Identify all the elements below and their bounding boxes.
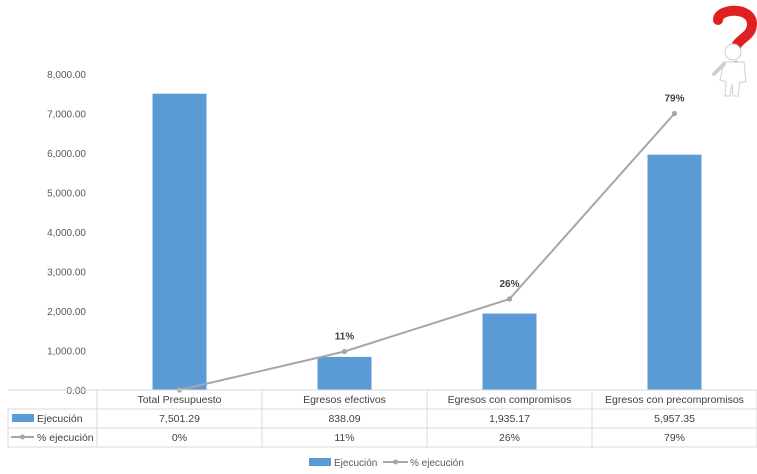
row-header: Ejecución xyxy=(37,413,83,425)
y-tick-label: 8,000.00 xyxy=(47,70,86,81)
legend-key-bar xyxy=(309,458,331,466)
table-cell: 838.09 xyxy=(328,413,360,425)
category-label: Total Presupuesto xyxy=(137,394,221,406)
row-header: % ejecución xyxy=(37,432,94,444)
line-point xyxy=(672,111,677,116)
y-tick-label: 5,000.00 xyxy=(47,189,86,200)
data-table: Total Presupuesto Egresos efectivos Egreso… xyxy=(8,390,757,447)
table-cell: 11% xyxy=(334,432,354,444)
bar xyxy=(318,357,372,390)
y-axis: 0.00 1,000.00 2,000.00 3,000.00 4,000.00 5,00… xyxy=(47,70,86,397)
legend-key-bar xyxy=(12,414,34,422)
y-tick-label: 0.00 xyxy=(67,386,87,397)
table-cell: 5,957.35 xyxy=(654,413,695,425)
y-tick-label: 3,000.00 xyxy=(47,268,86,279)
table-cell: 79% xyxy=(664,432,685,444)
table-cell: 1,935.17 xyxy=(489,413,530,425)
question-mark-figure-icon xyxy=(714,11,752,96)
legend: Ejecución % ejecución xyxy=(309,458,464,469)
y-tick-label: 1,000.00 xyxy=(47,347,86,358)
table-cell: 7,501.29 xyxy=(159,413,200,425)
legend-key-marker xyxy=(20,435,25,440)
line-series: 11% 26% 79% xyxy=(177,94,685,393)
table-cell: 0% xyxy=(172,432,187,444)
data-label: 26% xyxy=(499,279,519,290)
y-tick-label: 6,000.00 xyxy=(47,149,86,160)
bar xyxy=(648,155,702,390)
bar xyxy=(153,94,207,390)
legend-label: Ejecución xyxy=(334,458,377,469)
line-point xyxy=(342,349,347,354)
category-label: Egresos efectivos xyxy=(303,394,386,406)
table-cell: 26% xyxy=(499,432,520,444)
data-label: 11% xyxy=(335,332,355,343)
bar xyxy=(483,314,537,390)
y-tick-label: 4,000.00 xyxy=(47,228,86,239)
y-tick-label: 2,000.00 xyxy=(47,307,86,318)
y-tick-label: 7,000.00 xyxy=(47,110,86,121)
line-point xyxy=(507,296,512,301)
bars xyxy=(153,94,702,390)
category-label: Egresos con compromisos xyxy=(448,394,572,406)
line-path xyxy=(180,114,675,391)
legend-label: % ejecución xyxy=(410,458,464,469)
legend-key-marker xyxy=(393,460,398,465)
category-label: Egresos con precompromisos xyxy=(605,394,744,406)
data-label: 79% xyxy=(664,94,684,105)
